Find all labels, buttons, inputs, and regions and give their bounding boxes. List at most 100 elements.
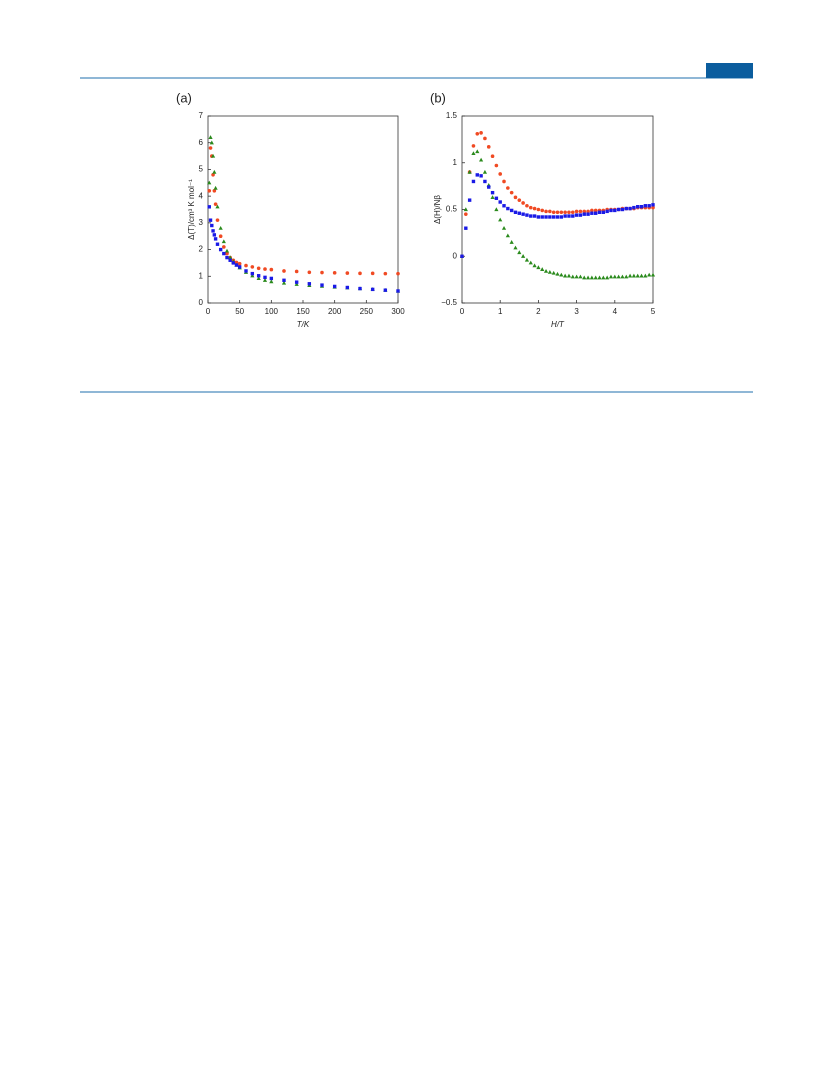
data-point — [509, 190, 514, 195]
data-point — [228, 255, 233, 260]
data-point — [211, 172, 215, 177]
data-point — [471, 179, 476, 184]
data-point — [631, 273, 636, 278]
data-point — [358, 286, 362, 291]
y-tick-label: 0 — [199, 298, 204, 307]
data-point — [212, 233, 217, 237]
data-point — [601, 275, 606, 280]
data-point — [517, 250, 522, 255]
data-point — [475, 173, 479, 177]
data-point — [540, 208, 545, 213]
data-point — [479, 174, 483, 178]
data-point — [544, 215, 548, 219]
data-point — [269, 279, 274, 284]
data-point — [282, 278, 286, 282]
data-point — [244, 269, 248, 273]
data-point — [632, 205, 636, 210]
data-point — [627, 273, 633, 278]
data-point — [513, 245, 518, 250]
data-point — [570, 274, 575, 279]
x-tick-label: 0 — [206, 307, 211, 316]
data-point — [215, 242, 220, 246]
data-point — [237, 261, 242, 266]
data-point — [506, 186, 510, 190]
x-tick-label: 300 — [391, 307, 405, 316]
data-point — [566, 273, 572, 278]
data-point — [490, 190, 495, 195]
y-tick-label: 6 — [199, 138, 204, 147]
data-point — [540, 267, 545, 271]
data-point — [228, 258, 232, 262]
data-point — [536, 215, 541, 219]
x-tick-label: 200 — [328, 307, 342, 316]
data-point — [501, 226, 507, 230]
data-point — [563, 214, 567, 218]
data-point — [559, 272, 564, 277]
data-point — [231, 261, 236, 265]
data-point — [475, 131, 480, 136]
data-point — [544, 209, 548, 214]
data-point — [498, 217, 503, 222]
x-tick-label: 150 — [296, 307, 310, 316]
data-point — [464, 212, 468, 216]
data-point — [256, 276, 261, 281]
data-point — [528, 260, 533, 265]
data-point — [551, 210, 556, 215]
data-point — [209, 140, 214, 145]
data-point — [647, 272, 652, 277]
data-point — [208, 135, 213, 139]
data-point — [582, 275, 587, 280]
data-point — [218, 247, 223, 252]
data-point — [620, 274, 625, 279]
data-point — [320, 270, 324, 275]
data-point — [479, 131, 483, 135]
data-point — [605, 209, 609, 214]
data-point — [225, 255, 229, 260]
data-point — [212, 189, 217, 193]
data-point — [307, 270, 312, 275]
y-tick-label: 0 — [453, 251, 458, 260]
data-point — [647, 204, 651, 208]
data-point — [207, 180, 212, 185]
y-tick-label: 7 — [199, 111, 204, 120]
data-point — [548, 215, 552, 219]
data-point — [237, 265, 242, 269]
data-point — [513, 195, 518, 200]
data-point — [597, 275, 602, 280]
data-point — [643, 273, 648, 278]
header-tab — [706, 63, 753, 78]
x-tick-label: 2 — [536, 307, 541, 316]
data-point — [345, 285, 350, 290]
data-point — [651, 205, 655, 210]
data-point — [551, 215, 556, 219]
data-point — [578, 274, 583, 279]
data-point — [213, 237, 218, 241]
data-point — [502, 179, 506, 184]
x-tick-label: 100 — [265, 307, 279, 316]
data-point — [536, 207, 541, 212]
panel-label: (a) — [176, 90, 192, 105]
data-point — [586, 209, 590, 214]
data-point — [585, 275, 591, 280]
data-point — [525, 213, 529, 217]
data-point — [639, 273, 644, 278]
data-point — [543, 269, 549, 273]
data-point — [506, 206, 510, 211]
data-point — [213, 185, 218, 190]
data-point — [609, 208, 613, 213]
data-point — [624, 206, 628, 211]
y-tick-label: 2 — [199, 245, 204, 254]
data-point — [483, 136, 487, 141]
data-point — [213, 202, 218, 206]
y-tick-label: 4 — [199, 191, 204, 200]
data-point — [509, 208, 514, 213]
x-tick-label: 3 — [574, 307, 579, 316]
data-point — [601, 210, 606, 215]
data-point — [263, 275, 267, 280]
data-point — [613, 208, 617, 213]
data-point — [222, 251, 226, 256]
data-point — [215, 204, 220, 209]
data-point — [532, 214, 537, 218]
data-point — [532, 263, 537, 268]
